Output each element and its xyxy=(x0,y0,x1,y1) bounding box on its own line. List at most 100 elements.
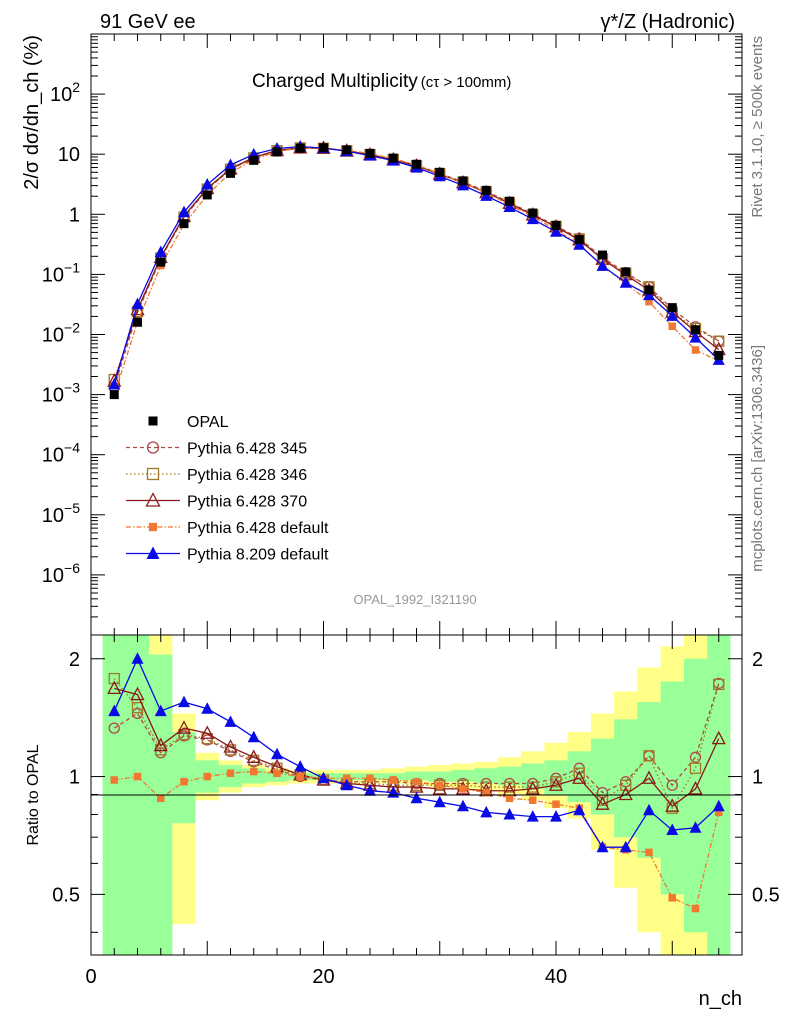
y-tick-label: 10−3 xyxy=(42,380,80,407)
series-1-ratio-point xyxy=(666,779,678,791)
series-4-main-point xyxy=(645,297,653,306)
series-1-ratio-line xyxy=(113,683,720,794)
series-4-ratio-point xyxy=(366,774,374,783)
data-point xyxy=(481,185,491,195)
data-point xyxy=(109,390,119,400)
band-green-bin xyxy=(660,681,684,895)
series-4-main-point xyxy=(691,346,700,354)
series-3-ratio-point xyxy=(665,798,680,812)
series-5-ratio-point xyxy=(712,799,725,812)
series-1-ratio-point xyxy=(131,707,144,720)
x-tick-label: 0 xyxy=(85,966,96,988)
series-4-ratio-point xyxy=(389,776,397,784)
series-4-ratio-point xyxy=(110,776,118,784)
series-5-ratio-point xyxy=(550,810,562,822)
series-5-ratio-point xyxy=(643,803,655,816)
data-point xyxy=(435,167,445,177)
series-2-ratio-point xyxy=(550,776,562,788)
band-green-bin xyxy=(428,771,452,782)
y-tick-label: 10−6 xyxy=(42,560,80,587)
data-point xyxy=(249,155,259,165)
series-2-ratio-point xyxy=(620,779,632,791)
band-green-bin xyxy=(590,738,615,815)
x-tick-label: 20 xyxy=(312,966,334,988)
series-5-ratio-point xyxy=(457,799,469,812)
series-3-ratio-point xyxy=(595,796,610,810)
data-point xyxy=(388,153,398,163)
series-3-ratio-point xyxy=(711,730,726,745)
series-5-main-point xyxy=(201,178,214,190)
series-5-main-point xyxy=(596,259,609,271)
band-green-bin xyxy=(474,768,498,784)
legend-label: Pythia 6.428 345 xyxy=(187,441,307,458)
series-3-ratio-point xyxy=(548,777,564,791)
series-5-ratio-point xyxy=(689,821,702,833)
ratio-y-axis-label: Ratio to OPAL xyxy=(25,744,42,845)
series-5-ratio-point xyxy=(433,795,446,808)
chart-subtitle: (cτ > 100mm) xyxy=(421,74,512,91)
chart-title: Charged Multiplicity (cτ > 100mm) xyxy=(252,71,511,92)
data-point xyxy=(458,176,468,186)
y-tick-label: 1 xyxy=(69,204,80,226)
series-3-ratio-line xyxy=(114,687,720,808)
series-5-ratio-point xyxy=(526,810,539,822)
data-point xyxy=(133,317,142,327)
side-label-bottom: mcplots.cern.ch [arXiv:1306.3436] xyxy=(749,345,766,572)
series-3-ratio-point xyxy=(246,749,261,763)
legend-marker xyxy=(148,416,158,426)
y-tick-label: 102 xyxy=(50,79,80,106)
series-5-ratio-point xyxy=(410,791,423,804)
legend-marker xyxy=(148,522,158,532)
series-5-ratio-point xyxy=(364,784,376,796)
series-4-ratio-point xyxy=(529,796,537,804)
series-3-ratio-point xyxy=(641,770,657,784)
data-point xyxy=(551,221,561,231)
band-green-bin xyxy=(497,766,522,786)
series-4-ratio-point xyxy=(273,769,281,777)
legend-label: Pythia 8.209 default xyxy=(187,547,329,564)
series-4-ratio-point xyxy=(436,781,444,790)
series-5-ratio-point xyxy=(131,652,144,664)
series-2-ratio-point xyxy=(108,672,120,685)
header-left: 91 GeV ee xyxy=(100,11,196,33)
series-4-ratio-point xyxy=(180,777,188,786)
chart-title-main: Charged Multiplicity xyxy=(252,71,418,92)
series-5-ratio-point xyxy=(247,730,260,743)
series-3-ratio-point xyxy=(176,720,192,734)
series-5-ratio-point xyxy=(224,715,237,727)
series-5-ratio-point xyxy=(154,704,167,717)
data-point xyxy=(179,219,189,229)
series-2-ratio-point xyxy=(503,781,516,793)
series-2-ratio-point xyxy=(178,728,190,741)
legend: OPAL Pythia 6.428 345 Pythia 6.428 346 Pyth… xyxy=(126,414,329,564)
band-green-bin xyxy=(567,751,591,803)
band-green-bin xyxy=(637,702,661,858)
series-5-main-point xyxy=(503,200,516,213)
data-point xyxy=(412,159,421,169)
ratio-tick-label: 2 xyxy=(69,649,80,671)
main-panel-frame xyxy=(90,33,743,636)
ratio-tick-label-right: 1 xyxy=(752,767,763,789)
series-5-ratio-point xyxy=(573,803,586,816)
data-point xyxy=(714,350,724,360)
series-5-main-point xyxy=(131,297,144,310)
series-5-ratio-point xyxy=(340,778,353,791)
series-layer xyxy=(107,140,726,913)
band-green-bin xyxy=(172,731,196,824)
data-point xyxy=(295,143,305,153)
series-5-ratio-point xyxy=(294,760,307,772)
series-4-ratio-point xyxy=(250,767,258,776)
band-green-bin xyxy=(614,719,638,838)
series-5-main-point xyxy=(178,205,190,218)
data-point xyxy=(598,250,607,260)
series-4-ratio-point xyxy=(552,800,560,808)
series-5-ratio-point xyxy=(317,771,330,784)
y-tick-label: 10 xyxy=(58,144,80,166)
series-5-main-point xyxy=(550,225,562,237)
series-5-ratio-point xyxy=(178,695,190,708)
band-green-bin xyxy=(521,763,545,789)
legend-label: Pythia 6.428 370 xyxy=(187,494,307,511)
series-2-main-point xyxy=(713,335,725,347)
series-3-ratio-point xyxy=(525,780,540,795)
